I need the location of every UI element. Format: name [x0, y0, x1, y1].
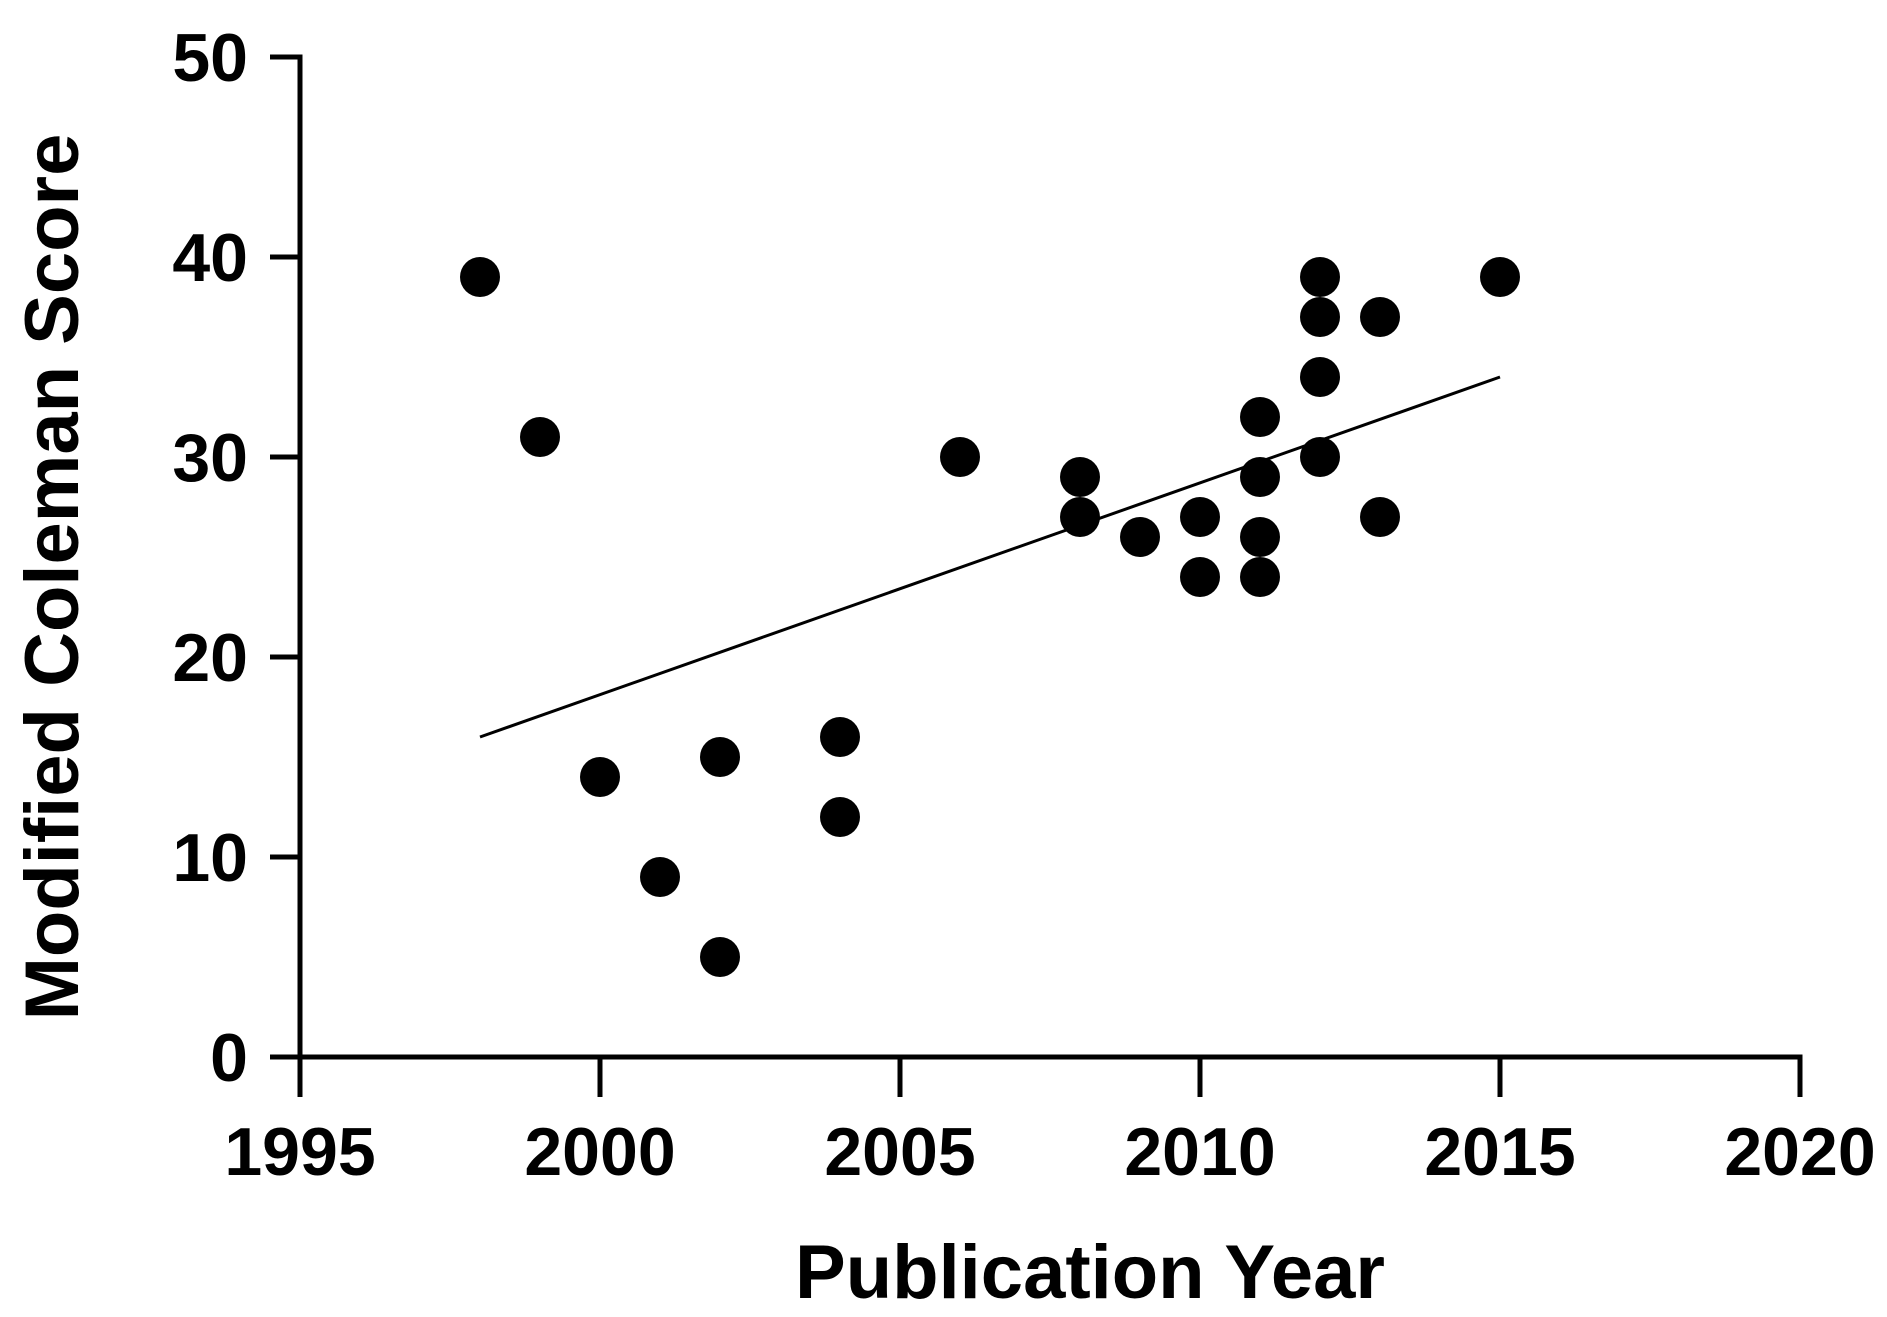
y-tick-label: 50	[172, 20, 248, 96]
x-tick-label: 2015	[1424, 1114, 1575, 1190]
data-point	[580, 757, 620, 797]
data-point	[1300, 257, 1340, 297]
x-ticks: 1995 2000 2005 2010 2015 2020	[224, 1057, 1876, 1190]
data-point	[940, 437, 980, 477]
data-points	[460, 257, 1520, 977]
y-tick-label: 30	[172, 420, 248, 496]
data-point	[1360, 297, 1400, 337]
y-tick-label: 20	[172, 620, 248, 696]
data-point	[1240, 457, 1280, 497]
data-point	[640, 857, 680, 897]
y-tick-label: 10	[172, 820, 248, 896]
data-point	[1240, 397, 1280, 437]
x-tick-label: 2005	[824, 1114, 975, 1190]
x-tick-label: 2020	[1724, 1114, 1875, 1190]
data-point	[1060, 497, 1100, 537]
data-point	[1480, 257, 1520, 297]
trendline	[479, 375, 1501, 739]
data-point	[1300, 297, 1340, 337]
data-point	[820, 797, 860, 837]
x-tick-label: 2000	[524, 1114, 675, 1190]
y-ticks: 0 10 20 30 40 50	[172, 20, 300, 1096]
y-axis-label: Modified Coleman Score	[10, 134, 95, 1021]
data-point	[700, 737, 740, 777]
data-point	[1180, 557, 1220, 597]
data-point	[1180, 497, 1220, 537]
data-point	[1060, 457, 1100, 497]
data-point	[700, 937, 740, 977]
x-axis-label: Publication Year	[795, 1230, 1385, 1315]
data-point	[1120, 517, 1160, 557]
y-tick-label: 0	[210, 1020, 248, 1096]
data-point	[820, 717, 860, 757]
y-tick-label: 40	[172, 220, 248, 296]
data-point	[460, 257, 500, 297]
data-point	[1240, 517, 1280, 557]
data-point	[1300, 437, 1340, 477]
x-tick-label: 1995	[224, 1114, 375, 1190]
data-point	[1360, 497, 1400, 537]
data-point	[1300, 357, 1340, 397]
plot-area: 0 10 20 30 40 50 1995 2000 2005 2010 2015 2020	[172, 20, 1875, 1190]
data-point	[520, 417, 560, 457]
data-point	[1240, 557, 1280, 597]
x-tick-label: 2010	[1124, 1114, 1275, 1190]
